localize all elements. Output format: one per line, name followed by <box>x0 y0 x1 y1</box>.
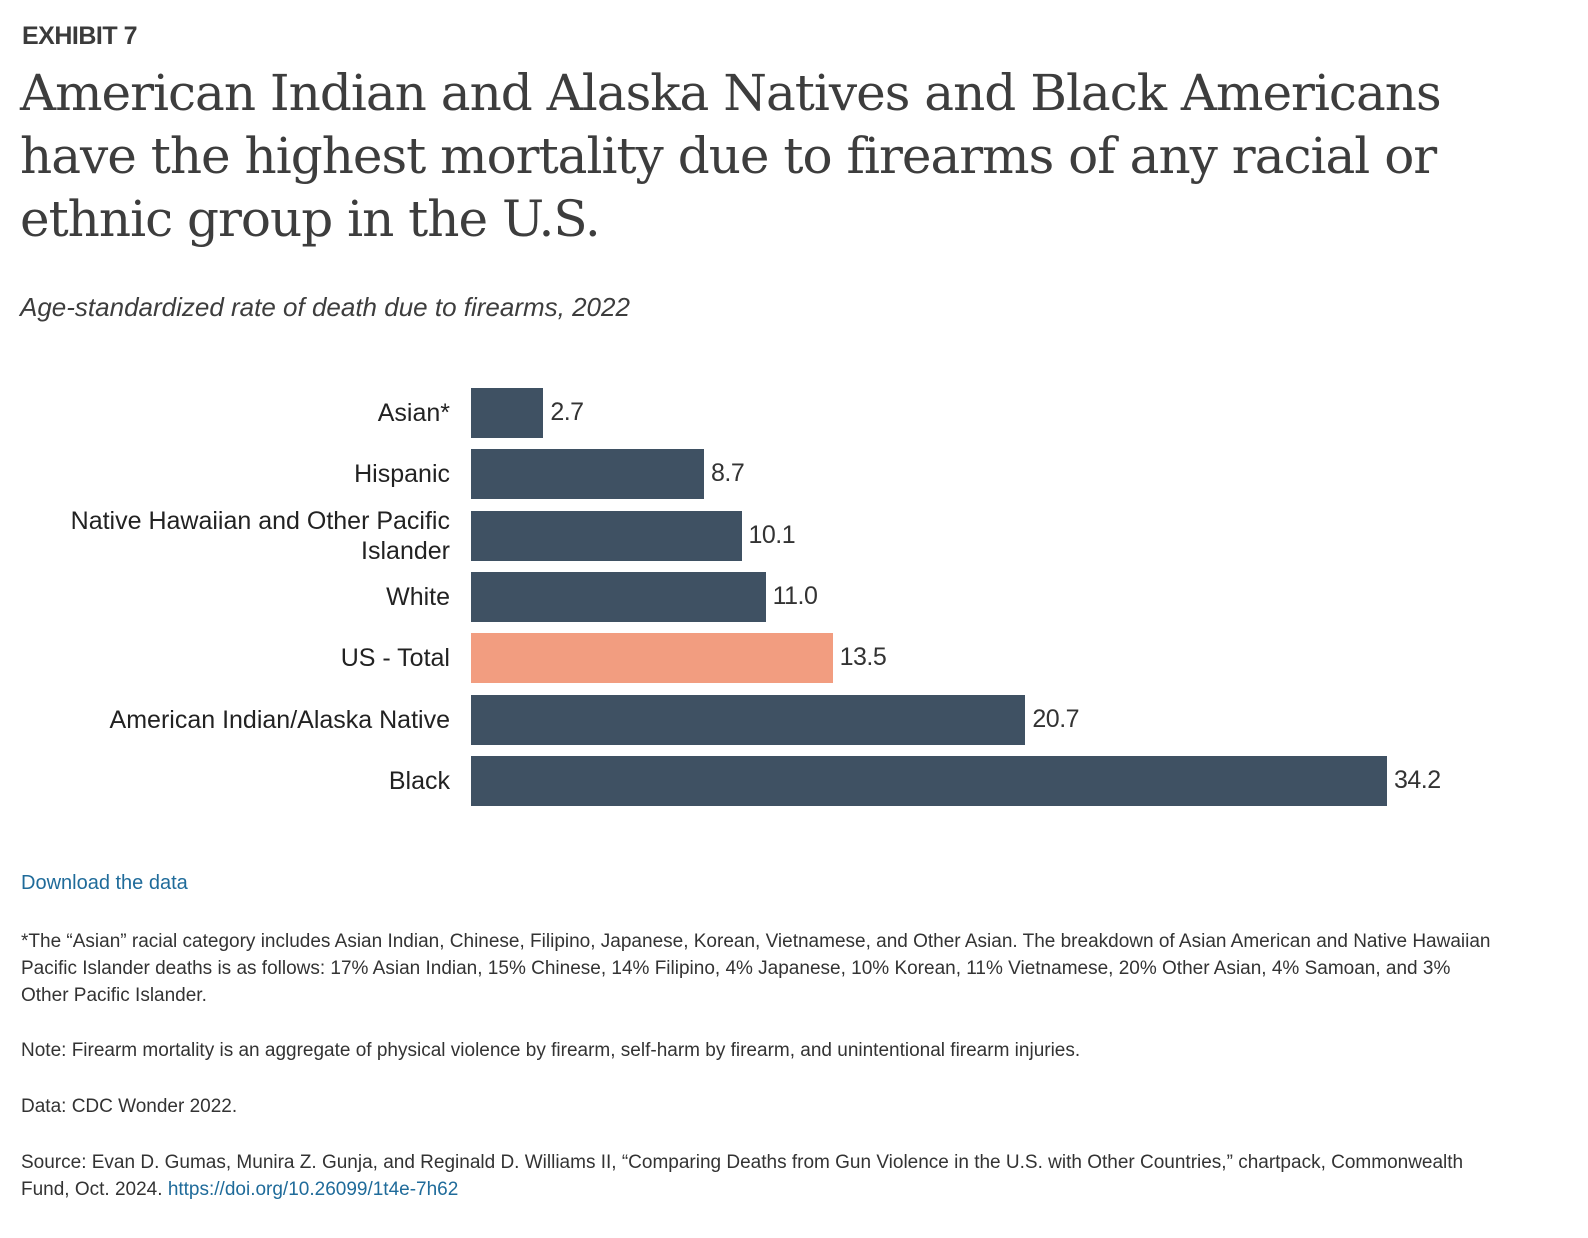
bar-chart: Asian* 2.7 Hispanic 8.7 Native Hawaiian and … <box>70 388 1441 806</box>
bar <box>471 694 1026 745</box>
value-label: 10.1 <box>748 520 796 549</box>
bar <box>471 571 766 622</box>
value-label: 11.0 <box>772 581 818 610</box>
bar <box>471 449 705 500</box>
note-text: Note: Firearm mortality is an aggregate … <box>21 1040 1081 1061</box>
value-label: 2.7 <box>550 398 584 426</box>
bar-highlight <box>471 633 833 684</box>
category-label: Black <box>388 766 450 795</box>
value-label: 13.5 <box>839 643 887 672</box>
chart-subtitle: Age-standardized rate of death due to fi… <box>20 292 630 322</box>
category-label: American Indian/Alaska Native <box>109 705 450 734</box>
bar <box>471 755 1387 806</box>
category-label: Asian* <box>377 399 450 427</box>
value-label: 20.7 <box>1032 704 1080 733</box>
data-source: Data: CDC Wonder 2022. <box>21 1096 238 1117</box>
bar <box>471 388 544 438</box>
source-citation: Source: Evan D. Gumas, Munira Z. Gunja, … <box>21 1149 1501 1203</box>
download-data-link[interactable]: Download the data <box>21 872 188 894</box>
footnote-asian: *The “Asian” racial category includes As… <box>21 931 1491 1006</box>
value-label: 8.7 <box>711 459 745 488</box>
chart-title: American Indian and Alaska Natives and B… <box>20 64 1442 248</box>
category-label: Hispanic <box>354 460 450 489</box>
bar <box>471 510 742 561</box>
doi-link[interactable]: https://doi.org/10.26099/1t4e-7h62 <box>167 1179 459 1200</box>
category-label: White <box>386 582 450 611</box>
value-label: 34.2 <box>1394 765 1441 794</box>
category-label: US - Total <box>340 644 450 673</box>
category-label: Native Hawaiian and Other Pacific Island… <box>70 506 450 565</box>
exhibit-label: EXHIBIT 7 <box>22 22 137 50</box>
source-text: Source: Evan D. Gumas, Munira Z. Gunja, … <box>21 1152 1464 1200</box>
